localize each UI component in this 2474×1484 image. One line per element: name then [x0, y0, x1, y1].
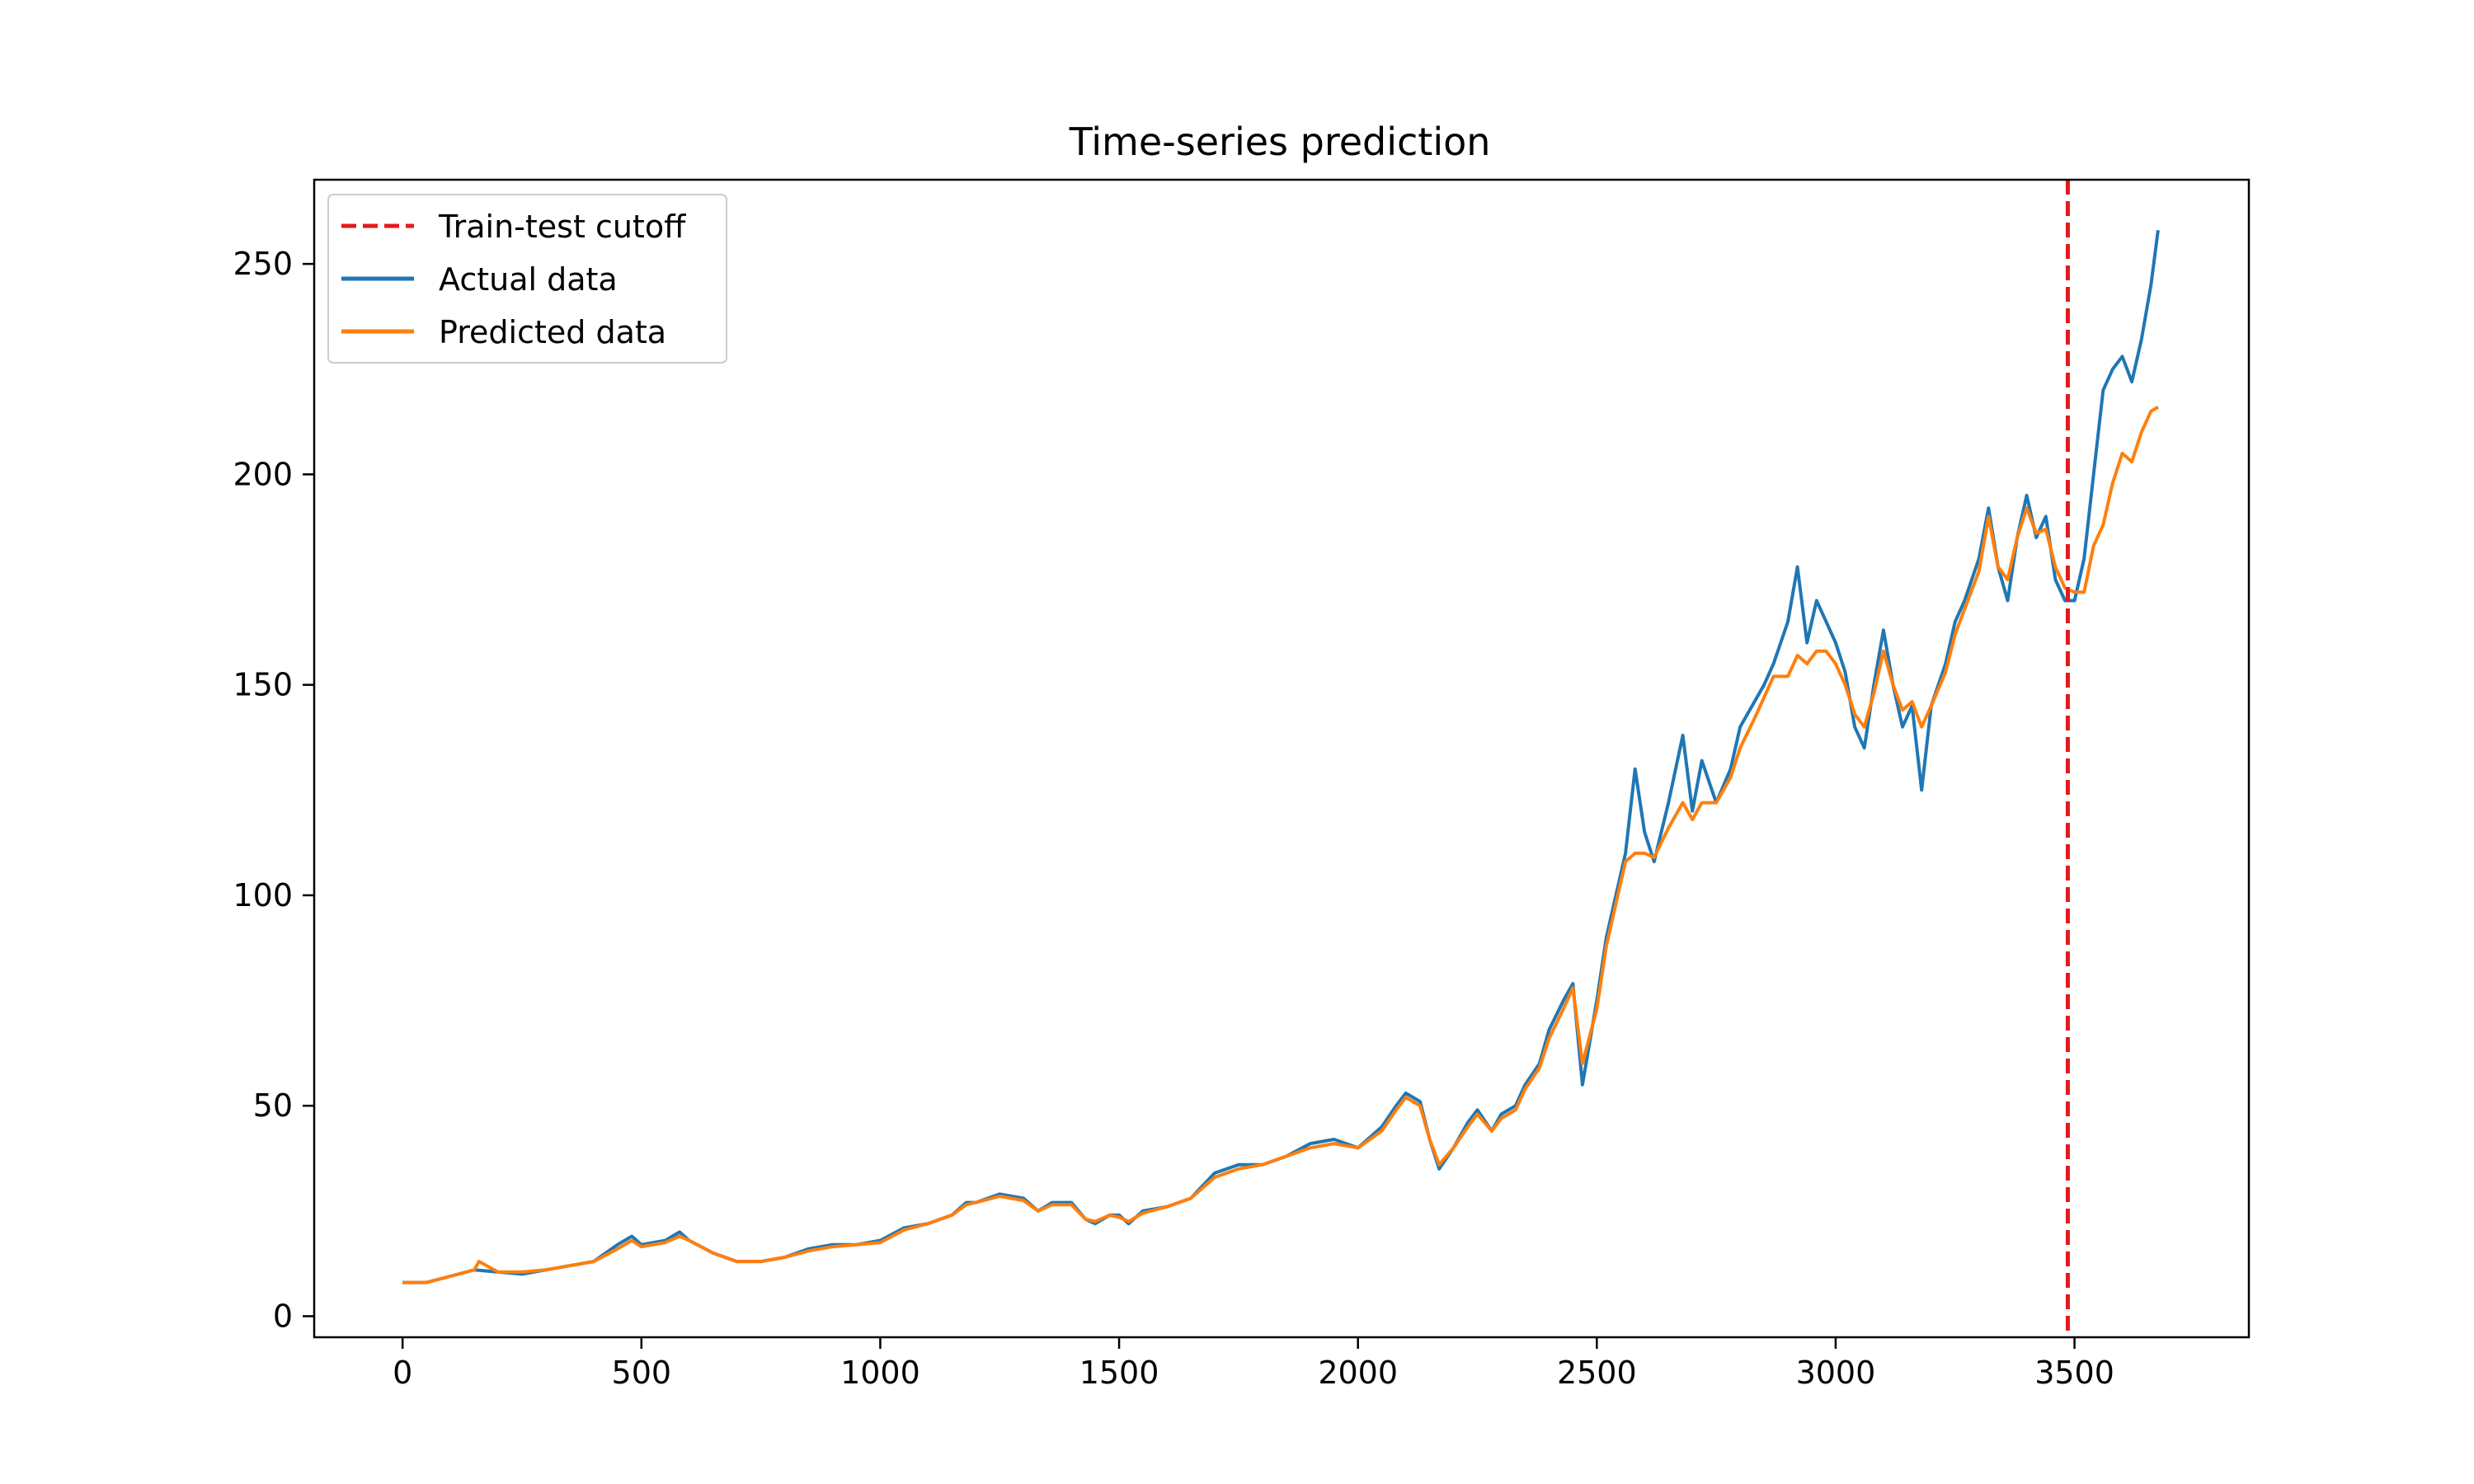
legend-label-cutoff: Train-test cutoff [438, 209, 686, 245]
y-tick-label: 200 [233, 456, 293, 492]
legend-label-predicted: Predicted data [439, 314, 666, 350]
plot-lines [402, 180, 2160, 1337]
x-tick-label: 1000 [840, 1355, 920, 1391]
legend-label-actual: Actual data [439, 261, 618, 298]
y-axis: 0 50 100 150 200 250 [233, 246, 314, 1334]
y-tick-label: 100 [233, 877, 293, 913]
chart-title: Time-series prediction [1069, 120, 1491, 164]
y-tick-label: 250 [233, 246, 293, 282]
x-tick-label: 2000 [1318, 1355, 1398, 1391]
x-axis: 0 500 1000 1500 2000 2500 3000 3500 [393, 1337, 2114, 1391]
y-tick-label: 50 [253, 1087, 293, 1124]
y-tick-label: 0 [273, 1298, 293, 1334]
legend-box [327, 194, 727, 364]
x-tick-label: 1500 [1079, 1355, 1159, 1391]
x-tick-label: 3500 [2034, 1355, 2114, 1391]
y-tick-label: 150 [233, 667, 293, 703]
legend: Train-test cutoff Actual data Predicted … [327, 194, 727, 364]
predicted-data-line [402, 405, 2159, 1284]
actual-data-line [402, 230, 2160, 1284]
x-tick-label: 3000 [1796, 1355, 1876, 1391]
x-tick-label: 2500 [1557, 1355, 1637, 1391]
x-tick-label: 0 [393, 1355, 412, 1391]
x-tick-label: 500 [612, 1355, 672, 1391]
plot-frame [313, 178, 2251, 1339]
